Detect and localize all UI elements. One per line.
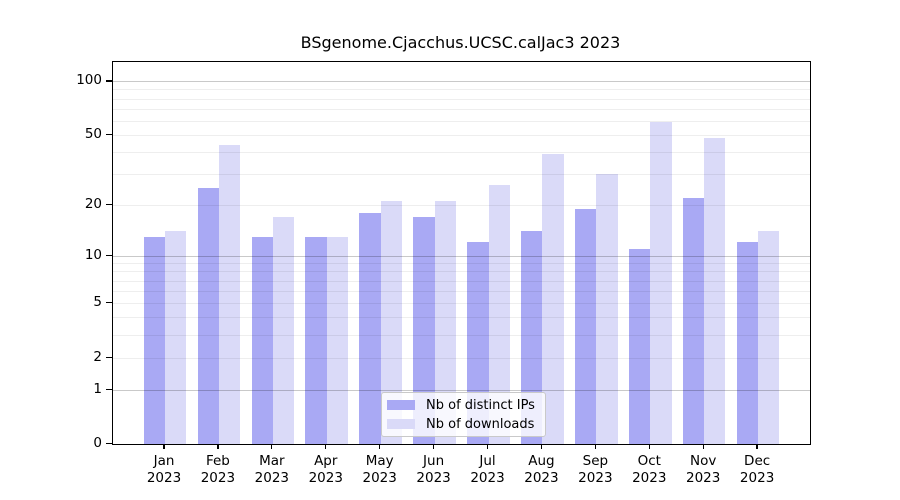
gridline-60 — [113, 120, 810, 122]
bar-downloads-feb — [218, 144, 241, 444]
bar-distinct-ips-aug — [521, 231, 543, 444]
x-tick-label-apr: Apr 2023 — [308, 453, 343, 486]
x-tick-aug — [540, 444, 543, 449]
x-tick-label-nov: Nov 2023 — [686, 453, 721, 486]
bar-distinct-ips-jan — [143, 236, 165, 444]
x-tick-label-feb: Feb 2023 — [200, 453, 236, 486]
gridline-50 — [113, 134, 810, 136]
bar-downloads-sep — [596, 174, 618, 444]
gridline-70 — [113, 108, 810, 110]
bar-downloads-nov — [704, 138, 726, 444]
y-tick-1 — [106, 388, 112, 390]
x-tick-apr — [325, 444, 327, 449]
plot-area: Nb of distinct IPs Nb of downloads — [112, 61, 811, 445]
legend-label-downloads: Nb of downloads — [426, 416, 535, 432]
x-tick-label-jul: Jul 2023 — [470, 453, 505, 486]
x-tick-jul — [486, 444, 489, 449]
x-tick-label-oct: Oct 2023 — [632, 453, 667, 486]
x-tick-may — [379, 444, 381, 449]
bar-distinct-ips-mar — [251, 236, 273, 444]
bar-downloads-may — [380, 201, 402, 444]
bar-distinct-ips-nov — [682, 197, 705, 444]
bar-distinct-ips-dec — [736, 242, 759, 444]
bar-distinct-ips-may — [359, 212, 381, 444]
y-tick-label-1: 1 — [93, 380, 102, 397]
gridline-80 — [113, 98, 810, 100]
x-tick-label-mar: Mar 2023 — [254, 453, 289, 486]
x-tick-nov — [702, 444, 704, 449]
x-tick-jun — [432, 444, 435, 449]
y-tick-label-50: 50 — [84, 125, 102, 142]
bar-downloads-oct — [650, 122, 672, 444]
y-tick-label-0: 0 — [93, 435, 102, 451]
y-tick-100 — [106, 80, 112, 82]
legend-row-distinct-ips: Nb of distinct IPs — [387, 398, 545, 413]
bar-downloads-aug — [542, 154, 564, 444]
y-tick-2 — [106, 356, 112, 358]
bar-distinct-ips-jun — [413, 216, 435, 444]
bar-downloads-apr — [326, 236, 349, 444]
bar-distinct-ips-apr — [305, 236, 327, 444]
x-tick-mar — [271, 444, 273, 449]
x-tick-sep — [594, 444, 596, 449]
x-tick-label-jun: Jun 2023 — [416, 453, 451, 486]
x-tick-jan — [163, 444, 165, 449]
legend-swatch-downloads — [387, 419, 415, 429]
y-tick-label-10: 10 — [84, 246, 102, 263]
y-tick-label-20: 20 — [84, 195, 102, 212]
gridline-100 — [113, 81, 810, 83]
legend-row-downloads: Nb of downloads — [387, 417, 545, 432]
bar-distinct-ips-sep — [575, 208, 597, 444]
bar-distinct-ips-feb — [197, 187, 219, 444]
y-tick-0 — [106, 443, 112, 445]
x-tick-oct — [648, 444, 650, 449]
y-tick-label-5: 5 — [93, 294, 102, 311]
bar-downloads-jan — [165, 231, 187, 444]
x-tick-feb — [217, 444, 219, 449]
y-tick-label-100: 100 — [76, 72, 102, 89]
x-tick-label-may: May 2023 — [362, 453, 397, 486]
legend-swatch-distinct-ips — [387, 400, 415, 410]
x-tick-dec — [756, 444, 758, 449]
bar-downloads-jul — [488, 184, 510, 444]
y-tick-10 — [106, 254, 112, 256]
x-tick-label-sep: Sep 2023 — [578, 453, 613, 486]
y-tick-label-2: 2 — [93, 348, 102, 365]
bar-downloads-mar — [272, 216, 295, 444]
legend-label-distinct-ips: Nb of distinct IPs — [426, 397, 535, 413]
y-tick-50 — [106, 133, 112, 136]
bar-downloads-jun — [434, 201, 456, 444]
bar-distinct-ips-oct — [628, 248, 651, 444]
bar-downloads-dec — [758, 231, 780, 444]
y-tick-20 — [106, 203, 112, 205]
gridline-90 — [113, 89, 810, 91]
x-tick-label-dec: Dec 2023 — [739, 453, 775, 486]
x-tick-label-jan: Jan 2023 — [146, 453, 182, 486]
y-tick-5 — [106, 302, 112, 304]
chart-legend: Nb of distinct IPs Nb of downloads — [381, 392, 546, 437]
chart-title: BSgenome.Cjacchus.UCSC.calJac3 2023 — [300, 33, 621, 52]
x-tick-label-aug: Aug 2023 — [524, 453, 559, 486]
